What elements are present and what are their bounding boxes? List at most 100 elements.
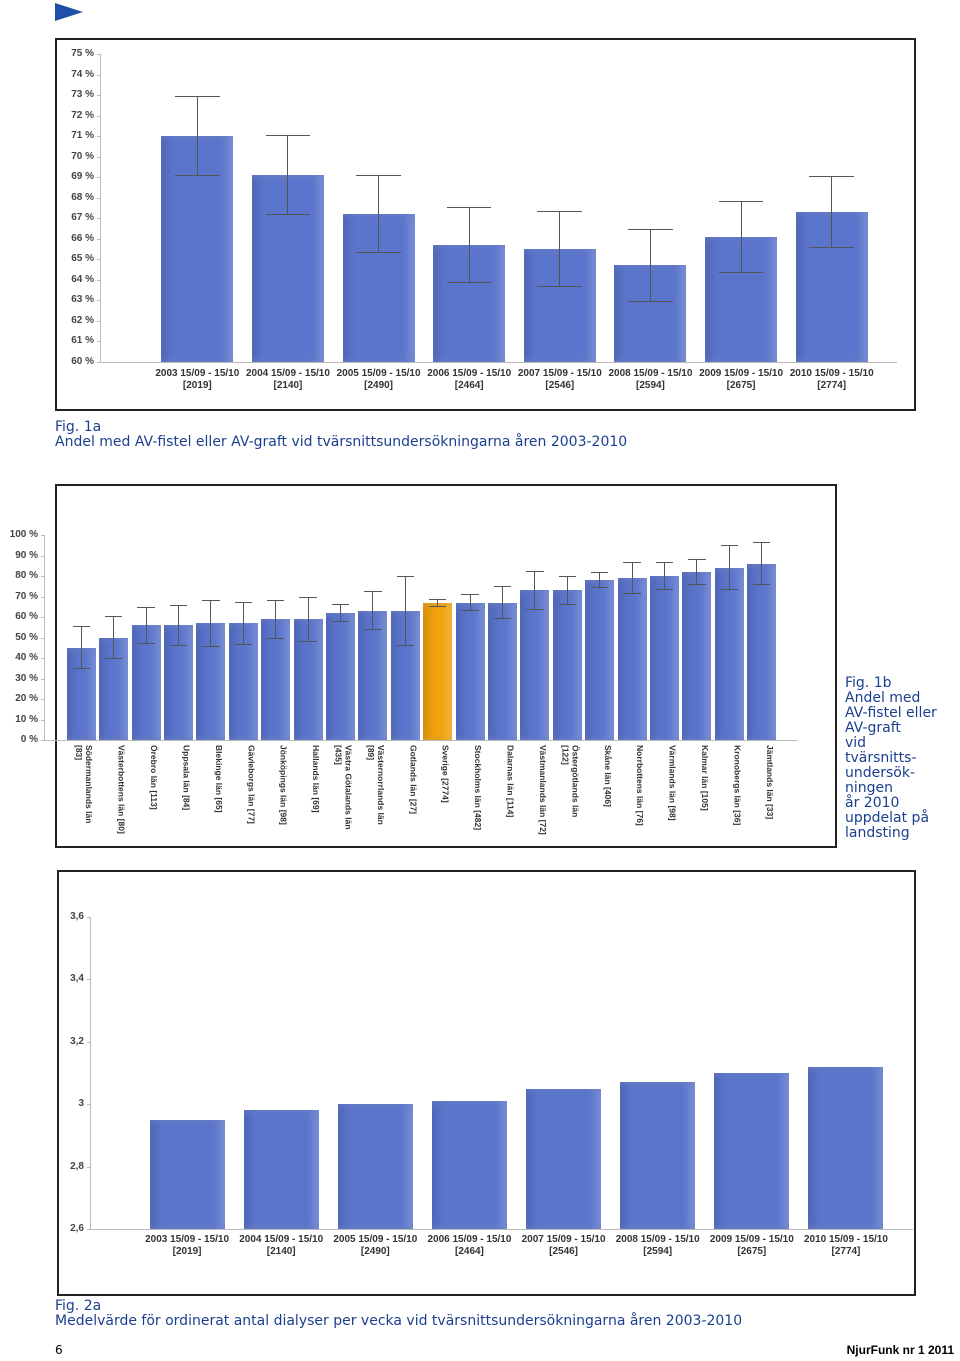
error-cap — [623, 593, 641, 595]
error-bar — [655, 561, 674, 591]
error-bar — [591, 571, 609, 589]
error-cap — [655, 589, 674, 591]
bar — [431, 1101, 507, 1229]
tick-mark — [97, 136, 100, 138]
y-tick-label: 70 % — [71, 150, 94, 162]
y-tick-label: 10 % — [15, 713, 38, 725]
caption-text: Andel med — [845, 690, 921, 706]
error-bar — [169, 604, 188, 646]
y-tick-label: 62 % — [71, 314, 94, 326]
tick-mark — [87, 1229, 90, 1230]
error-cap — [628, 228, 673, 230]
caption-label: Fig. 1b — [845, 675, 892, 691]
error-bar — [493, 586, 512, 620]
bar — [423, 602, 453, 740]
error-whisker — [740, 200, 742, 273]
axis-line — [90, 1229, 913, 1230]
y-tick-label: 60 % — [15, 611, 38, 622]
error-bar — [174, 96, 220, 177]
error-cap — [137, 642, 155, 644]
x-tick-label: Hallands län [69] — [311, 745, 322, 813]
x-tick-label: Gotlands län [27] — [408, 745, 419, 814]
bar — [650, 576, 680, 740]
y-tick-label: 65 % — [71, 253, 94, 265]
bar — [337, 1104, 413, 1229]
y-tick-label: 2,6 — [70, 1223, 84, 1234]
error-bar — [526, 570, 544, 610]
publication: NjurFunk nr 1 2011 — [846, 1343, 954, 1357]
x-tick-label: Jönköpings län [98] — [278, 745, 289, 825]
x-tick-label: 2004 15/09 - 15/10 [2140] — [245, 368, 330, 391]
caption: Fig. 1a Andel med AV-fistel eller AV-gra… — [55, 420, 627, 450]
x-tick-label: 2003 15/09 - 15/10 [2019] — [155, 368, 240, 391]
caption-text: ningen — [845, 780, 894, 796]
x-tick-label: Stockholms län [482] — [473, 745, 484, 831]
error-cap — [429, 598, 447, 600]
tick-mark — [97, 259, 100, 261]
tick-mark — [97, 177, 100, 179]
error-cap — [493, 618, 512, 620]
error-whisker — [696, 558, 698, 586]
y-tick-label: 3,2 — [70, 1035, 84, 1047]
x-tick-label: Blekinge län [65] — [213, 745, 224, 813]
x-tick-label: Skåne län [406] — [602, 745, 613, 807]
error-cap — [809, 176, 854, 178]
caption-text: uppdelat på — [845, 810, 930, 826]
tick-mark — [41, 576, 44, 577]
error-cap — [623, 561, 641, 563]
error-bar — [396, 576, 414, 646]
error-cap — [169, 644, 188, 646]
x-tick-label: 2008 15/09 - 15/10 [2594] — [608, 368, 693, 391]
y-tick-label: 2,8 — [70, 1160, 84, 1172]
x-tick-label: 2006 15/09 - 15/10 [2464] — [427, 368, 512, 391]
x-tick-label: Västra Götalands län [435] — [333, 745, 354, 830]
error-cap — [591, 571, 609, 573]
tick-mark — [87, 979, 90, 981]
error-whisker — [664, 561, 666, 591]
y-tick-label: 90 % — [15, 549, 38, 561]
y-tick-label: 61 % — [71, 335, 94, 347]
caption-text: Andel med AV-fistel eller AV-graft vid t… — [55, 434, 628, 450]
tick-mark — [87, 1166, 90, 1168]
y-tick-label: 70 % — [15, 590, 38, 602]
caption-text: landsting — [845, 825, 910, 841]
error-cap — [718, 200, 764, 202]
axis-line — [44, 740, 798, 741]
x-tick-label: Uppsala län [84] — [181, 745, 192, 811]
y-tick-label: 40 % — [15, 652, 38, 663]
tick-mark — [41, 535, 44, 536]
bar — [747, 563, 777, 740]
y-tick-label: 80 % — [15, 570, 38, 581]
caption-text: år 2010 — [845, 795, 900, 811]
tick-mark — [97, 54, 100, 55]
x-tick-label: Västerbottens län [80] — [116, 745, 127, 834]
error-bar — [299, 596, 317, 642]
error-cap — [364, 591, 382, 593]
error-whisker — [307, 596, 309, 642]
tick-mark — [97, 74, 100, 76]
error-cap — [331, 621, 350, 623]
error-bar — [537, 211, 583, 288]
error-cap — [72, 626, 90, 628]
tick-mark — [97, 341, 100, 343]
x-tick-label: Östergötlands län [122] — [560, 745, 581, 818]
error-cap — [628, 301, 673, 303]
error-whisker — [210, 599, 212, 647]
arrow-icon — [55, 3, 83, 21]
x-tick-label: 2007 15/09 - 15/10 [2546] — [521, 1234, 606, 1257]
error-bar — [461, 594, 479, 611]
y-tick-label: 3,6 — [70, 911, 84, 922]
error-whisker — [145, 606, 147, 644]
error-cap — [174, 96, 220, 98]
tick-mark — [97, 300, 100, 302]
bar — [131, 625, 161, 740]
y-tick-label: 60 % — [71, 356, 94, 367]
error-cap — [688, 584, 706, 586]
error-bar — [688, 558, 706, 586]
error-cap — [720, 545, 739, 547]
bar — [617, 578, 647, 740]
bar — [488, 602, 518, 740]
error-cap — [526, 608, 544, 610]
error-cap — [202, 645, 220, 647]
